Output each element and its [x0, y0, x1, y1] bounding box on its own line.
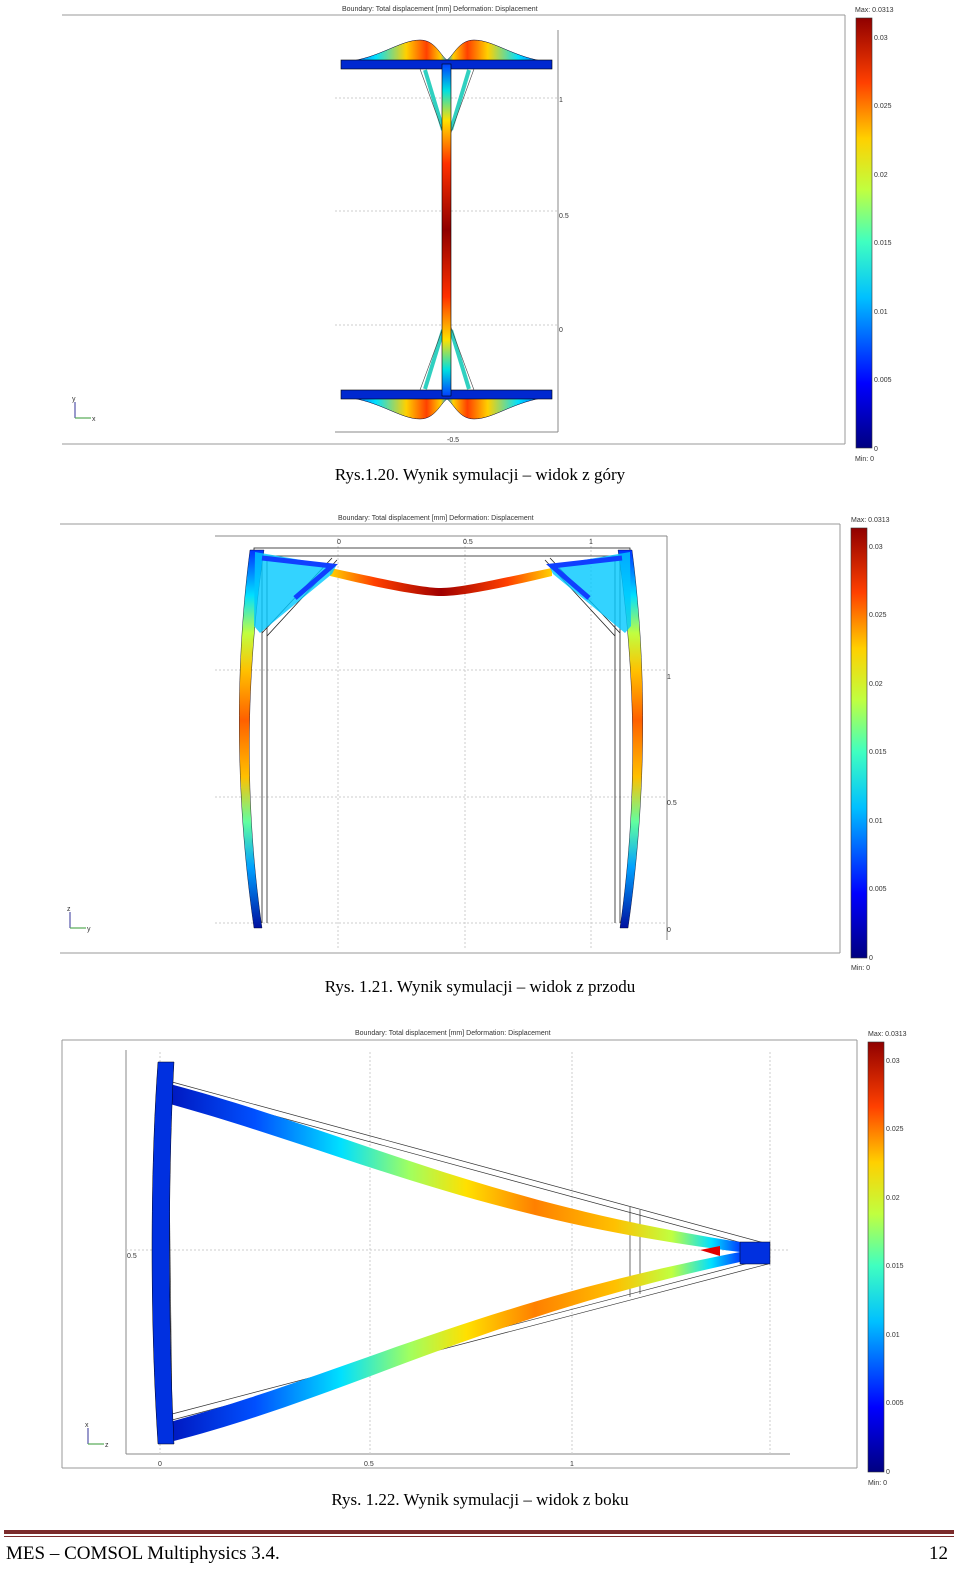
tip-block — [739, 1241, 771, 1265]
caption-fig-1-20: Rys.1.20. Wynik symulacji – widok z góry — [334, 465, 626, 484]
colorbar — [867, 1041, 885, 1473]
figure-front-view: Boundary: Total displacement [mm] Deform… — [0, 508, 960, 976]
plot-title: Boundary: Total displacement [mm] Deform… — [342, 6, 538, 13]
footer-divider — [4, 1530, 954, 1534]
colorbar — [855, 17, 873, 449]
axis-tick: 0.5 — [667, 800, 677, 807]
colorbar-tick: 0.025 — [874, 103, 892, 110]
plot-side-view: Boundary: Total displacement [mm] Deform… — [61, 1030, 907, 1487]
colorbar-tick: 0.01 — [874, 309, 888, 316]
axis-tick: 1 — [589, 539, 593, 546]
colorbar-tick: 0.025 — [886, 1126, 904, 1133]
deformed-beam-top — [330, 568, 552, 596]
axis-tick: 0 — [158, 1461, 162, 1468]
colorbar-tick: 0.015 — [874, 240, 892, 247]
caption-fig-1-21: Rys. 1.21. Wynik symulacji – widok z prz… — [324, 977, 636, 996]
page-number: 12 — [929, 1543, 948, 1564]
plot-title: Boundary: Total displacement [mm] Deform… — [338, 515, 534, 522]
colorbar-tick: 0.02 — [869, 681, 883, 688]
triad-label: y — [87, 926, 91, 933]
axis-tick: 1 — [559, 97, 563, 104]
max-label: Max: 0.0313 — [851, 517, 890, 524]
axis-tick: 0 — [337, 539, 341, 546]
footer-title: MES – COMSOL Multiphysics 3.4. — [6, 1543, 280, 1564]
deformed-strut-right — [549, 552, 631, 633]
min-label: Min: 0 — [868, 1480, 887, 1487]
colorbar-tick: 0.01 — [869, 818, 883, 825]
colorbar-tick: 0.005 — [874, 377, 892, 384]
colorbar-tick: 0.01 — [886, 1332, 900, 1339]
axis-tick: 0.5 — [559, 213, 569, 220]
deformed-leg-left — [239, 549, 265, 929]
caption-fig-1-22: Rys. 1.22. Wynik symulacji – widok z bok… — [331, 1490, 629, 1509]
colorbar-tick: 0.02 — [886, 1195, 900, 1202]
max-label: Max: 0.0313 — [868, 1031, 907, 1038]
colorbar-tick: 0.025 — [869, 612, 887, 619]
deformed-arm-lower — [170, 1252, 740, 1442]
plot-front-view: Boundary: Total displacement [mm] Deform… — [60, 515, 890, 972]
axis-tick: 0 — [559, 327, 563, 334]
colorbar-tick: 0 — [869, 955, 873, 962]
footer-divider-thin — [4, 1536, 954, 1537]
axis-tick: -0.5 — [447, 437, 459, 444]
colorbar-tick: 0.03 — [886, 1058, 900, 1065]
figure-side-view: Boundary: Total displacement [mm] Deform… — [0, 1022, 960, 1490]
colorbar-tick: 0.015 — [886, 1263, 904, 1270]
triad-label: z — [67, 906, 71, 913]
plot-top-view: Boundary: Total displacement [mm] Deform… — [62, 6, 894, 463]
deformed-leg-right — [617, 549, 643, 929]
colorbar-tick: 0 — [886, 1469, 890, 1476]
min-label: Min: 0 — [851, 965, 870, 972]
triad-label: x — [85, 1422, 89, 1429]
max-label: Max: 0.0313 — [855, 7, 894, 14]
axis-tick: 0 — [667, 927, 671, 934]
colorbar-tick: 0.005 — [869, 886, 887, 893]
triad-label: z — [105, 1442, 109, 1449]
min-label: Min: 0 — [855, 456, 874, 463]
colorbar-tick: 0.015 — [869, 749, 887, 756]
deformed-flange-bottom — [344, 396, 550, 420]
deformed-flange-top — [344, 39, 550, 63]
deformed-strut-left — [254, 552, 336, 633]
colorbar-tick: 0 — [874, 446, 878, 453]
deformed-arm-upper — [170, 1084, 740, 1252]
colorbar-tick: 0.03 — [869, 544, 883, 551]
axis-tick: 0.5 — [127, 1253, 137, 1260]
axis-tick: 1 — [667, 674, 671, 681]
plot-title: Boundary: Total displacement [mm] Deform… — [355, 1030, 551, 1037]
colorbar-tick: 0.02 — [874, 172, 888, 179]
web — [441, 63, 452, 397]
axis-tick: 1 — [570, 1461, 574, 1468]
deformed-back-member — [151, 1061, 175, 1445]
tip-hotspot — [700, 1246, 720, 1256]
colorbar-tick: 0.03 — [874, 35, 888, 42]
colorbar-tick: 0.005 — [886, 1400, 904, 1407]
figure-top-view: Boundary: Total displacement [mm] Deform… — [0, 0, 960, 465]
colorbar — [850, 527, 868, 959]
axis-tick: 0.5 — [364, 1461, 374, 1468]
triad-label: y — [72, 396, 76, 403]
axis-tick: 0.5 — [463, 539, 473, 546]
triad-label: x — [92, 416, 96, 423]
